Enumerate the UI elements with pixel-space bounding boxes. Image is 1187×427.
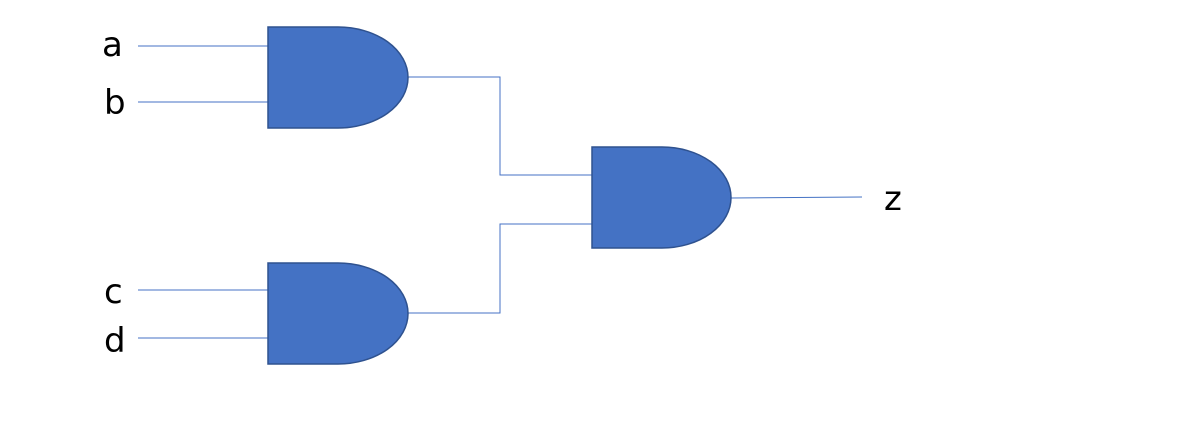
wire-z bbox=[730, 196, 863, 199]
input-label-a: a bbox=[102, 25, 123, 65]
wire-bottom-to-output bbox=[408, 223, 592, 314]
input-label-b: b bbox=[104, 83, 126, 123]
and-gate-top bbox=[267, 26, 409, 129]
wire-top-to-output bbox=[408, 76, 592, 176]
and-gate-bottom bbox=[267, 262, 409, 365]
output-label-z: z bbox=[884, 179, 902, 219]
and-gate-output bbox=[591, 146, 732, 249]
input-label-c: c bbox=[104, 272, 123, 312]
input-label-d: d bbox=[104, 321, 126, 361]
